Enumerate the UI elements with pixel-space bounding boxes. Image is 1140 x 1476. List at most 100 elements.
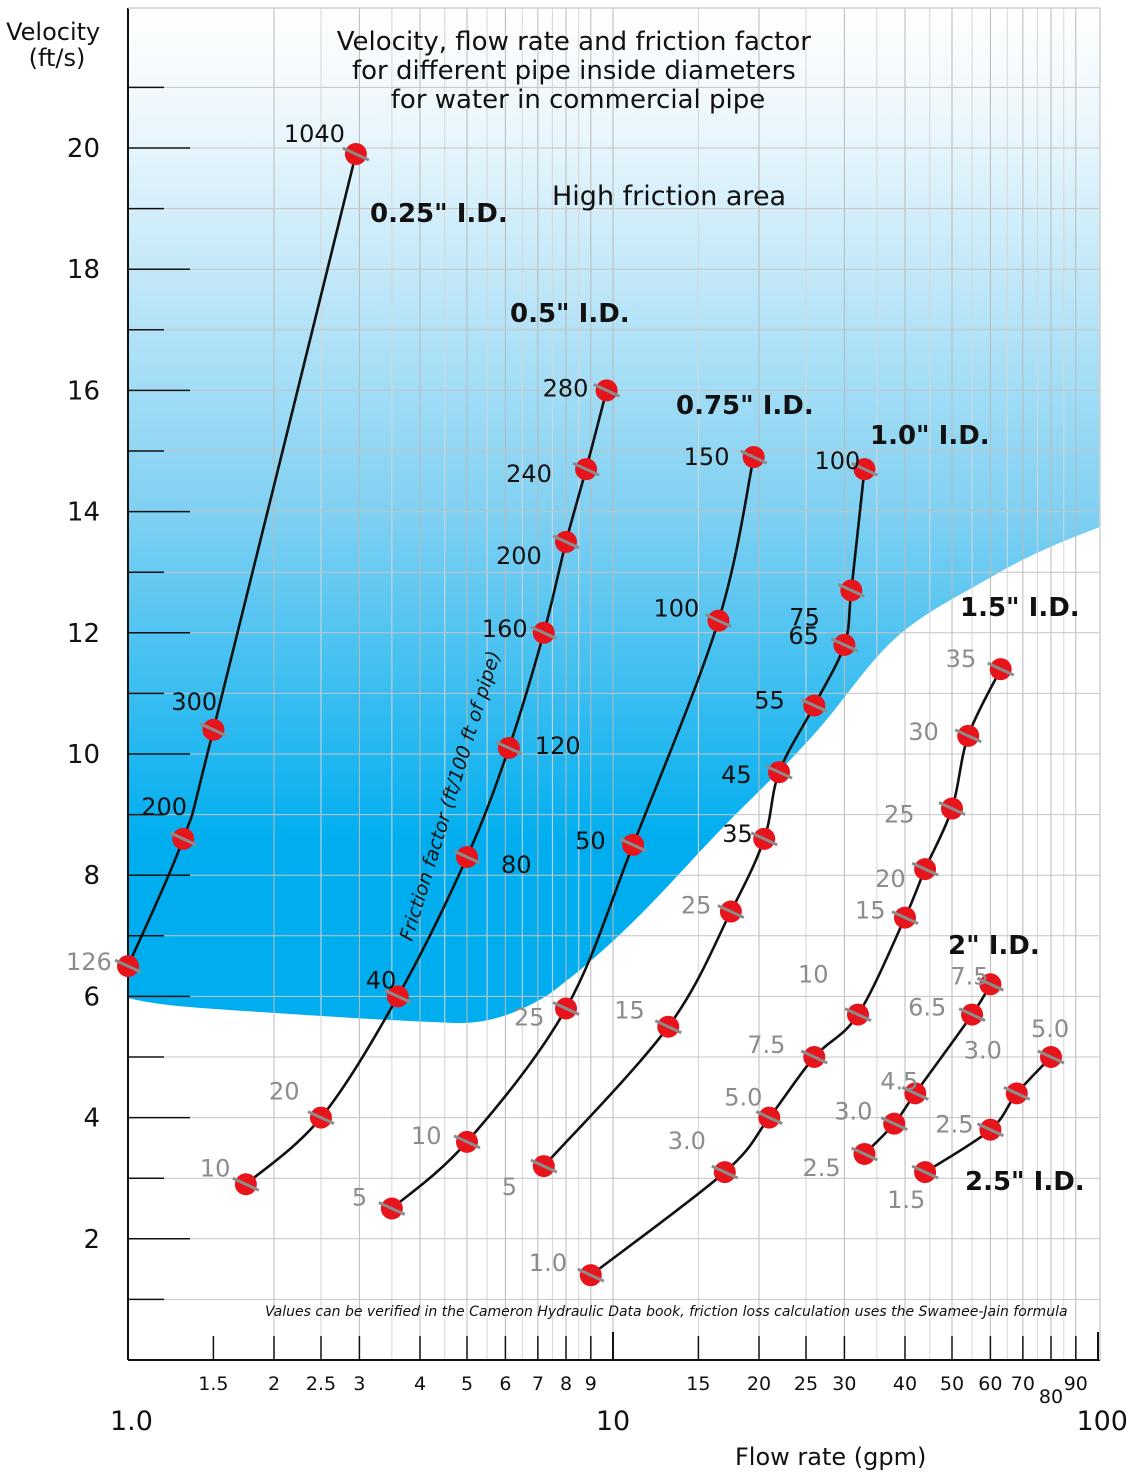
chart-title: Velocity, flow rate and friction factor … xyxy=(337,27,819,115)
friction-label: 200 xyxy=(496,542,542,570)
data-point-tick xyxy=(837,583,865,598)
friction-label: 7.5 xyxy=(747,1031,785,1059)
series-name-label: 1.0" I.D. xyxy=(870,421,990,451)
data-point-tick xyxy=(169,831,197,847)
friction-label: 126 xyxy=(66,948,112,976)
data-point-tick xyxy=(901,1085,929,1101)
friction-label: 10 xyxy=(200,1154,231,1182)
friction-label: 2.5 xyxy=(935,1111,973,1139)
data-point-tick xyxy=(232,1176,260,1192)
y-axis-label-line2: (ft/s) xyxy=(29,44,86,72)
series-name-label: 0.25" I.D. xyxy=(370,199,508,229)
data-point-tick xyxy=(938,801,966,816)
series-line xyxy=(245,390,608,1186)
series-group: 126 200 300 1040 0.25" I.D. xyxy=(66,120,508,978)
x-tick-label: 2.5 xyxy=(306,1373,336,1395)
y-tick-label: 6 xyxy=(83,982,100,1012)
friction-label: 30 xyxy=(908,718,939,746)
series-group: 1.0 3.0 5.0 7.5 10 15 20 25 30 35 1.5" I.D. xyxy=(529,593,1080,1287)
series-name-label: 0.5" I.D. xyxy=(510,299,630,329)
friction-label: 40 xyxy=(366,966,397,994)
friction-label: 2.5 xyxy=(802,1154,840,1182)
data-point-tick xyxy=(342,146,370,162)
data-point-tick xyxy=(199,722,228,738)
x-tick-label: 50 xyxy=(940,1373,964,1395)
x-tick-label: 4 xyxy=(414,1373,426,1395)
data-point-tick xyxy=(717,904,745,919)
y-axis-label-line1: Velocity xyxy=(6,18,100,46)
series-name-label: 0.75" I.D. xyxy=(676,391,814,421)
y-tick-label: 16 xyxy=(67,376,100,406)
data-point-tick xyxy=(911,861,939,877)
friction-label: 5 xyxy=(502,1173,517,1201)
data-point-tick xyxy=(1037,1049,1065,1065)
friction-label: 4.5 xyxy=(880,1067,918,1095)
friction-label: 15 xyxy=(614,997,645,1025)
data-point-tick xyxy=(495,740,523,756)
high-friction-area xyxy=(128,8,1100,1024)
friction-label: 35 xyxy=(946,645,977,673)
y-tick-label: 12 xyxy=(67,619,100,649)
data-point-tick xyxy=(307,1110,335,1125)
data-point-tick xyxy=(800,1049,828,1065)
data-point-tick xyxy=(378,1201,406,1216)
x-tick-label: 40 xyxy=(893,1373,917,1395)
friction-label: 7.5 xyxy=(950,962,988,990)
x-tick-label: 15 xyxy=(686,1373,710,1395)
series-group: 1.5 2.5 3.0 5.0 2.5" I.D. xyxy=(887,1015,1085,1214)
y-tick-label: 20 xyxy=(67,134,100,164)
data-point-tick xyxy=(711,1164,739,1180)
friction-label: 240 xyxy=(506,460,552,488)
friction-label: 300 xyxy=(171,688,217,716)
friction-label: 280 xyxy=(543,374,589,402)
data-point-tick xyxy=(453,849,481,865)
x-tick-label: 80 xyxy=(1039,1386,1063,1408)
x-tick-label: 9 xyxy=(585,1373,597,1395)
x-tick-label: 6 xyxy=(499,1373,511,1395)
friction-label: 15 xyxy=(855,897,886,925)
friction-label: 35 xyxy=(722,820,753,848)
data-point-tick xyxy=(114,958,142,974)
x-tick-label: 1.5 xyxy=(198,1373,228,1395)
x-tick-label: 30 xyxy=(832,1373,856,1395)
data-point-tick xyxy=(765,764,793,780)
friction-label: 160 xyxy=(482,615,528,643)
friction-label: 25 xyxy=(514,1004,545,1032)
friction-label: 120 xyxy=(535,732,581,760)
x-tick-label: 5 xyxy=(461,1373,473,1395)
friction-label: 200 xyxy=(141,793,187,821)
series-line xyxy=(924,1056,1052,1174)
x-tick-label: 90 xyxy=(1064,1373,1088,1395)
data-point-tick xyxy=(577,1267,605,1283)
friction-label: 1.0 xyxy=(529,1249,567,1277)
data-point-tick xyxy=(987,661,1015,677)
grid xyxy=(128,8,1100,1360)
friction-label: 25 xyxy=(681,892,712,920)
data-point-tick xyxy=(592,383,621,398)
x-major-tick-label: 10 xyxy=(596,1406,630,1437)
y-tick-label: 10 xyxy=(67,740,100,770)
data-point-tick xyxy=(384,989,412,1004)
friction-label: 25 xyxy=(884,801,915,829)
friction-label: 55 xyxy=(754,687,785,715)
data-point-tick xyxy=(552,1001,580,1016)
title-line3: for water in commercial pipe xyxy=(391,85,765,115)
data-point-tick xyxy=(750,831,778,847)
x-tick-label: 7 xyxy=(532,1373,544,1395)
friction-label: 20 xyxy=(269,1078,300,1106)
title-line2: for different pipe inside diameters xyxy=(352,56,796,86)
data-point-tick xyxy=(954,728,982,744)
series-line xyxy=(126,153,358,967)
friction-label: 1040 xyxy=(284,120,345,148)
friction-label: 3.0 xyxy=(668,1127,706,1155)
data-point-tick xyxy=(850,1146,879,1162)
series-group: 10 20 40 80 120 160 200 240 280 0.5" I.D. xyxy=(200,299,630,1196)
series-name-label: 2" I.D. xyxy=(948,931,1040,961)
friction-label: 150 xyxy=(684,443,730,471)
friction-label: 3.0 xyxy=(964,1036,1002,1064)
data-point-tick xyxy=(800,698,828,713)
y-axis-label: Velocity (ft/s) xyxy=(6,18,108,72)
friction-label: 75 xyxy=(789,603,820,631)
